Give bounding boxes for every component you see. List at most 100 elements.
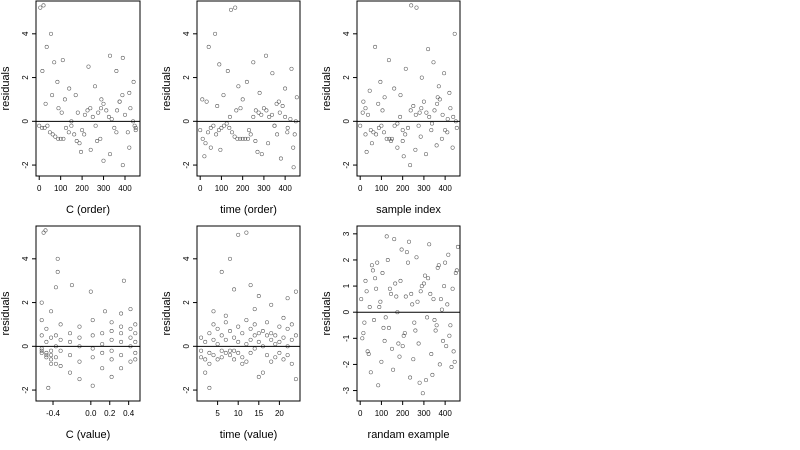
data-point: [374, 286, 379, 291]
data-point: [384, 234, 389, 239]
data-point: [417, 110, 422, 115]
plot-frame: [356, 0, 461, 177]
x-tick-label: 400: [438, 184, 452, 193]
y-tick-label: 0: [21, 344, 30, 349]
data-point: [49, 31, 53, 36]
data-point: [223, 350, 228, 355]
data-point: [373, 44, 378, 49]
data-point: [235, 136, 240, 141]
data-point: [100, 342, 105, 347]
data-point: [115, 108, 120, 113]
data-point: [409, 291, 414, 296]
y-tick-label: 2: [21, 300, 30, 305]
data-point: [424, 378, 428, 383]
data-point: [265, 353, 269, 358]
x-tick-label: 0.4: [123, 409, 135, 418]
data-point: [256, 331, 261, 336]
data-point: [281, 335, 286, 340]
data-point: [437, 97, 442, 102]
data-point: [39, 348, 44, 353]
data-point: [207, 361, 212, 366]
data-point: [272, 123, 277, 128]
residual-plot-5: 5 10 15 20 -2 0 2 4 time (value) residuals: [161, 225, 301, 441]
data-point: [211, 353, 216, 358]
data-point: [293, 289, 298, 294]
data-point: [59, 110, 64, 115]
data-point: [371, 130, 376, 135]
data-point: [44, 350, 49, 355]
data-point: [43, 101, 48, 106]
data-point: [444, 344, 449, 349]
data-point: [47, 130, 52, 135]
data-point: [215, 104, 220, 108]
data-point: [395, 145, 400, 150]
residual-plot-1: 0 100 200 300 400 -2 0 2 4 C (order) residuals: [0, 0, 141, 216]
data-point: [276, 99, 281, 104]
data-point: [206, 130, 210, 135]
data-point: [285, 296, 290, 301]
data-point: [240, 136, 245, 141]
data-point: [114, 69, 119, 73]
data-point: [96, 110, 101, 115]
data-point: [88, 106, 93, 111]
data-point: [125, 130, 130, 135]
data-point: [369, 141, 374, 146]
data-point: [442, 71, 447, 76]
data-point: [68, 353, 72, 358]
data-point: [55, 256, 60, 261]
data-point: [382, 338, 387, 343]
data-point: [128, 326, 133, 331]
data-point: [68, 339, 72, 344]
data-points: [39, 228, 138, 390]
y-tick-label: 2: [182, 300, 191, 305]
data-point: [277, 339, 282, 344]
data-point: [260, 329, 265, 333]
data-point: [72, 132, 77, 137]
data-point: [435, 265, 440, 270]
data-point: [211, 322, 216, 327]
data-point: [256, 374, 261, 379]
data-point: [366, 112, 370, 117]
data-point: [255, 149, 260, 154]
data-point: [74, 139, 79, 143]
data-point: [396, 341, 401, 346]
data-point: [223, 313, 228, 318]
data-point: [392, 123, 397, 128]
x-axis-label: time (order): [220, 204, 277, 216]
data-point: [131, 79, 136, 84]
data-point: [120, 55, 125, 60]
data-point: [61, 136, 66, 141]
data-point: [359, 297, 364, 302]
data-point: [289, 337, 294, 342]
y-tick-label: 4: [342, 31, 351, 36]
data-point: [230, 130, 234, 135]
data-point: [386, 58, 391, 63]
data-point: [223, 337, 228, 342]
data-point: [385, 258, 390, 262]
data-point: [406, 125, 410, 130]
x-tick-label: 0: [358, 184, 363, 193]
data-point: [101, 158, 106, 163]
data-point: [223, 320, 228, 325]
data-point: [211, 123, 216, 128]
y-tick-label: 0: [21, 119, 30, 124]
x-axis-label: sample index: [376, 204, 441, 216]
data-point: [445, 130, 450, 135]
data-point: [274, 101, 279, 106]
data-point: [392, 86, 397, 91]
y-tick-label: -3: [342, 386, 351, 394]
data-point: [429, 128, 434, 133]
data-point: [377, 305, 382, 309]
data-point: [95, 139, 100, 143]
data-point: [372, 318, 376, 322]
data-point: [265, 333, 269, 338]
data-point: [119, 331, 124, 336]
data-point: [44, 339, 49, 344]
data-point: [119, 311, 124, 316]
x-tick-label: 300: [97, 184, 111, 193]
data-point: [203, 339, 208, 344]
data-point: [104, 108, 109, 113]
data-point: [45, 123, 50, 128]
data-point: [219, 355, 224, 360]
data-point: [44, 353, 49, 358]
